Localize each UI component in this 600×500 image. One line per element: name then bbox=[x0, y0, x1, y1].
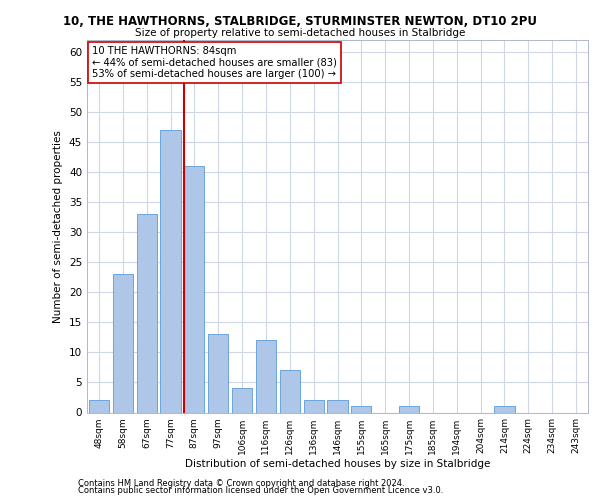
Y-axis label: Number of semi-detached properties: Number of semi-detached properties bbox=[53, 130, 64, 322]
Bar bbox=[113, 274, 133, 412]
Text: 10, THE HAWTHORNS, STALBRIDGE, STURMINSTER NEWTON, DT10 2PU: 10, THE HAWTHORNS, STALBRIDGE, STURMINST… bbox=[63, 15, 537, 28]
Text: Size of property relative to semi-detached houses in Stalbridge: Size of property relative to semi-detach… bbox=[135, 28, 465, 38]
Text: 10 THE HAWTHORNS: 84sqm
← 44% of semi-detached houses are smaller (83)
53% of se: 10 THE HAWTHORNS: 84sqm ← 44% of semi-de… bbox=[92, 46, 337, 79]
Bar bbox=[256, 340, 276, 412]
Bar bbox=[160, 130, 181, 412]
Bar bbox=[304, 400, 324, 412]
X-axis label: Distribution of semi-detached houses by size in Stalbridge: Distribution of semi-detached houses by … bbox=[185, 460, 490, 469]
Bar bbox=[232, 388, 252, 412]
Bar bbox=[208, 334, 229, 412]
Bar bbox=[351, 406, 371, 412]
Text: Contains public sector information licensed under the Open Government Licence v3: Contains public sector information licen… bbox=[78, 486, 443, 495]
Text: Contains HM Land Registry data © Crown copyright and database right 2024.: Contains HM Land Registry data © Crown c… bbox=[78, 478, 404, 488]
Bar bbox=[89, 400, 109, 412]
Bar bbox=[399, 406, 419, 412]
Bar bbox=[184, 166, 205, 412]
Bar bbox=[328, 400, 347, 412]
Bar bbox=[137, 214, 157, 412]
Bar bbox=[494, 406, 515, 412]
Bar bbox=[280, 370, 300, 412]
